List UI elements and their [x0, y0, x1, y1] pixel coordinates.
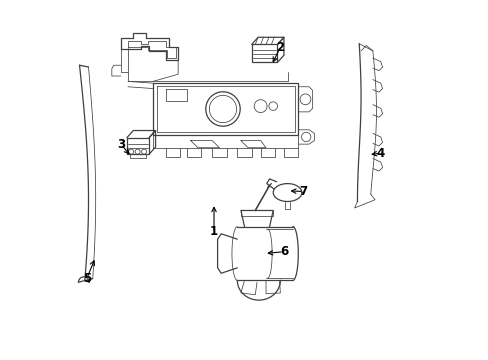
Text: 3: 3 — [117, 138, 124, 150]
Text: 2: 2 — [276, 41, 284, 54]
Text: 7: 7 — [299, 185, 307, 198]
Text: 1: 1 — [209, 225, 218, 238]
Text: 5: 5 — [82, 272, 91, 285]
Text: 6: 6 — [279, 245, 287, 258]
Text: 4: 4 — [376, 147, 384, 159]
